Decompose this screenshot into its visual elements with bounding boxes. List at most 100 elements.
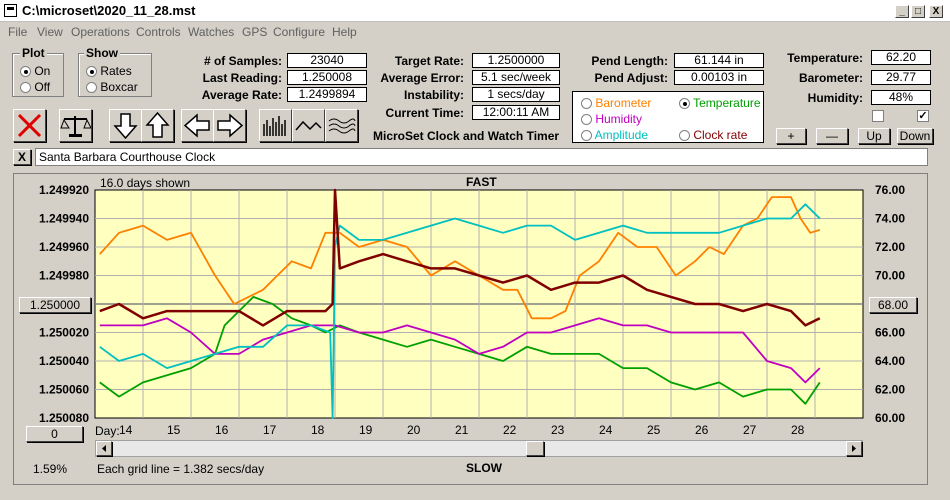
samples-value: 23040 [287, 53, 367, 68]
right-tick-label: 62.00 [875, 383, 905, 397]
menu-controls[interactable]: Controls [136, 25, 181, 39]
menu-operations[interactable]: Operations [71, 25, 130, 39]
plus-button[interactable]: + [776, 128, 806, 144]
series-humidity-option[interactable]: Humidity [581, 112, 642, 126]
menu-watches[interactable]: Watches [188, 25, 235, 39]
series-clock-rate-line [99, 188, 821, 327]
series-humidity-label: Humidity [595, 112, 643, 126]
right-tick-label: 74.00 [875, 212, 905, 226]
scroll-right-icon [852, 445, 856, 452]
show-rates-label: Rates [100, 64, 132, 78]
series-lines [99, 188, 821, 419]
series-barometer-line [99, 196, 821, 320]
day-tick-label: 25 [647, 423, 661, 437]
down-button[interactable]: Down [897, 128, 933, 144]
series-clockrate-label: Clock rate [693, 128, 748, 142]
plot-off-option[interactable]: Off [20, 80, 50, 94]
line-plot-button[interactable] [292, 109, 325, 142]
left-tick-label: 1.250020 [39, 326, 89, 340]
app-icon[interactable] [4, 4, 17, 17]
maximize-button[interactable]: □ [911, 5, 925, 18]
radio-rates[interactable] [86, 66, 97, 78]
title-bar: C:\microset\2020_11_28.mst _ □ X [0, 0, 950, 22]
instability-value: 1 secs/day [472, 87, 560, 102]
day-tick-label: 19 [359, 423, 373, 437]
right-tick-label: 70.00 [875, 269, 905, 283]
pend-adjust-value: 0.00103 in [674, 70, 764, 85]
minimize-button[interactable]: _ [895, 5, 909, 18]
radio-barometer[interactable] [581, 98, 592, 110]
menu-file[interactable]: File [8, 25, 28, 39]
day-tick-label: 22 [503, 423, 517, 437]
radio-off[interactable] [20, 82, 31, 94]
show-boxcar-option[interactable]: Boxcar [86, 80, 138, 94]
up-button[interactable]: Up [858, 128, 890, 144]
radio-temperature[interactable] [679, 98, 690, 110]
horizontal-scrollbar[interactable] [95, 440, 863, 457]
average-rate-value: 1.2499894 [287, 87, 367, 102]
checkbox-1[interactable] [872, 110, 884, 122]
menu-configure[interactable]: Configure [273, 25, 326, 39]
arrow-right-icon [217, 113, 244, 138]
balance-button[interactable] [59, 109, 92, 142]
series-barometer-option[interactable]: Barometer [581, 96, 651, 110]
plot-on-option[interactable]: On [20, 64, 50, 78]
wave-plot-button[interactable] [325, 109, 358, 142]
radio-on[interactable] [20, 66, 31, 78]
day-tick-label: 23 [551, 423, 565, 437]
slow-label: SLOW [466, 461, 502, 475]
right-tick-label: 64.00 [875, 354, 905, 368]
series-amplitude-line [99, 203, 821, 419]
menu-help[interactable]: Help [332, 25, 357, 39]
menu-view[interactable]: View [37, 25, 63, 39]
minus-button[interactable]: — [816, 128, 848, 144]
right-center-button[interactable]: 68.00 [869, 297, 917, 313]
day-tick-label: 20 [407, 423, 421, 437]
checkbox-2[interactable]: ✓ [917, 110, 929, 122]
menu-gps[interactable]: GPS [242, 25, 268, 39]
average-error-label: Average Error: [380, 71, 464, 85]
histogram-icon [263, 116, 286, 136]
arrow-up-button[interactable] [141, 109, 174, 142]
plot-legend: Plot [20, 46, 47, 60]
right-tick-label: 66.00 [875, 326, 905, 340]
stop-button[interactable] [13, 109, 46, 142]
app-name-label: MicroSet Clock and Watch Timer [373, 129, 560, 143]
arrow-left-button[interactable] [181, 109, 214, 142]
percent-label: 1.59% [33, 462, 68, 476]
close-clock-button[interactable]: X [13, 149, 31, 165]
line-plot-icon [295, 120, 322, 131]
offset-button[interactable]: 0 [26, 426, 83, 442]
clock-name-field[interactable]: Santa Barbara Courthouse Clock [35, 148, 928, 166]
series-temperature-label: Temperature [693, 96, 761, 110]
close-button[interactable]: X [929, 5, 943, 18]
arrow-right-button[interactable] [213, 109, 246, 142]
left-center-button[interactable]: 1.250000 [19, 297, 91, 313]
target-rate-value: 1.2500000 [472, 53, 560, 68]
humidity-value: 48% [871, 90, 931, 105]
histogram-button[interactable] [259, 109, 292, 142]
radio-boxcar[interactable] [86, 82, 97, 94]
day-tick-label: 21 [455, 423, 469, 437]
radio-amplitude[interactable] [581, 130, 592, 142]
series-temperature-line [99, 295, 821, 405]
show-rates-option[interactable]: Rates [86, 64, 132, 78]
scroll-thumb[interactable] [526, 441, 544, 456]
left-tick-label: 1.249920 [39, 183, 89, 197]
series-select-box: Barometer Temperature Humidity Amplitude… [572, 91, 764, 143]
day-tick-label: 27 [743, 423, 757, 437]
scroll-left-button[interactable] [96, 441, 112, 456]
day-tick-label: 24 [599, 423, 613, 437]
fast-label: FAST [466, 175, 497, 189]
pend-length-label: Pend Length: [591, 54, 668, 68]
series-clockrate-option[interactable]: Clock rate [679, 128, 747, 142]
radio-humidity[interactable] [581, 114, 592, 126]
scroll-right-button[interactable] [846, 441, 862, 456]
radio-clockrate[interactable] [679, 130, 690, 142]
right-tick-label: 76.00 [875, 183, 905, 197]
arrow-down-button[interactable] [109, 109, 142, 142]
day-tick-label: 17 [263, 423, 277, 437]
series-amplitude-option[interactable]: Amplitude [581, 128, 648, 142]
series-temperature-option[interactable]: Temperature [679, 96, 761, 110]
day-tick-label: 18 [311, 423, 325, 437]
